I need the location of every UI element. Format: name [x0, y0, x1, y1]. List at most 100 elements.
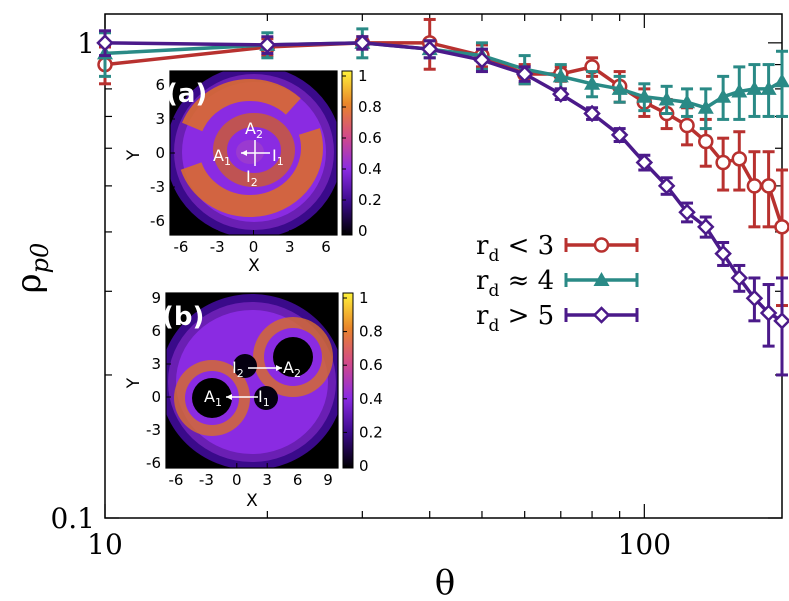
data-point: [697, 218, 715, 236]
colorbar-tick-label: 0.4: [359, 390, 383, 408]
inset-x-tick-label: 9: [323, 471, 333, 489]
legend-label-0: rd < 3: [476, 231, 554, 266]
inset-y-tick-label: 9: [151, 289, 161, 307]
data-point: [552, 68, 569, 83]
colorbar-tick-label: 1: [358, 67, 368, 85]
colorbar-tick-label: 0: [359, 457, 369, 475]
series-2: [96, 29, 789, 377]
inset-b-tag: (b): [162, 302, 204, 332]
data-point: [731, 151, 748, 167]
inset-b-arrow-top-head: [276, 365, 282, 371]
inset-a: -6 -3 0 3 6 6 3 0 -3 -6 A1 A2 I1 I2 (a) X Y 1 0.8 0…: [124, 67, 382, 276]
data-point: [774, 219, 789, 235]
inset-x-tick-label: 0: [232, 471, 242, 489]
data-point: [610, 126, 629, 144]
inset-b-colorbar-ticks: 1 0.8 0.6 0.4 0.2 0: [343, 289, 383, 475]
inset-x-tick-label: -6: [174, 238, 189, 256]
inset-b-heatmap: [166, 294, 338, 468]
inset-b-y-label: Y: [124, 377, 144, 389]
data-point: [731, 83, 748, 98]
data-point: [657, 177, 676, 195]
legend-label-prefix: r: [476, 301, 489, 331]
colorbar-tick-label: 0.6: [359, 356, 383, 374]
inset-x-tick-label: -3: [199, 471, 214, 489]
legend-label-sub: d: [488, 316, 499, 336]
legend-label-rel: ≈ 4: [499, 266, 554, 296]
inset-a-arrow-head: [241, 150, 247, 156]
inset-y-tick-label: -6: [146, 454, 161, 472]
inset-b-frame: [165, 292, 339, 469]
y-tick-label: 0.1: [50, 502, 95, 535]
inset-a-y-label: Y: [124, 149, 144, 161]
data-point: [515, 65, 534, 83]
inset-a-label-I2: I2: [246, 167, 258, 189]
inset-b-label-I2: I2: [232, 358, 244, 380]
colorbar-tick-label: 0.8: [359, 323, 383, 341]
inset-b-label-A2: A2: [283, 358, 301, 380]
data-point: [96, 34, 114, 52]
inset-a-label-A1: A1: [213, 146, 231, 168]
inset-a-x-label: X: [248, 256, 260, 276]
x-tick-label: 100: [618, 528, 671, 561]
data-point: [584, 75, 601, 90]
data-point: [593, 272, 610, 286]
data-point: [715, 88, 732, 103]
inset-x-tick-label: 6: [293, 471, 303, 489]
inset-x-tick-label: 0: [249, 238, 259, 256]
data-point: [353, 34, 372, 52]
data-point: [678, 203, 696, 222]
data-point: [611, 80, 628, 95]
inset-x-tick-label: 6: [321, 238, 331, 256]
inset-x-tick-label: 3: [262, 471, 272, 489]
data-point: [473, 51, 491, 69]
inset-b-label-I1: I1: [258, 387, 270, 409]
data-point: [583, 104, 601, 123]
legend: rd < 3rd ≈ 4rd > 5: [476, 231, 639, 336]
data-point: [420, 40, 439, 58]
inset-b-colorbar: [342, 292, 354, 469]
legend-label-rel: < 3: [499, 231, 554, 261]
data-point: [679, 117, 695, 134]
data-point: [746, 178, 763, 194]
legend-label-sub: d: [488, 246, 499, 266]
inset-y-tick-label: -3: [146, 421, 161, 439]
data-point: [774, 73, 789, 88]
inset-y-tick-label: 0: [155, 144, 165, 162]
inset-y-tick-label: -3: [150, 178, 165, 196]
legend-label-prefix: r: [476, 266, 489, 296]
data-point: [760, 80, 777, 95]
inset-b-arrow-bottom-head: [226, 394, 232, 400]
data-point: [636, 88, 653, 103]
legend-label-1: rd ≈ 4: [476, 266, 554, 301]
x-tick-label: 10: [87, 528, 123, 561]
colorbar-tick-label: 0: [358, 222, 368, 240]
legend-label-rel: > 5: [499, 301, 554, 331]
colorbar-tick-label: 0.8: [358, 98, 382, 116]
data-point: [592, 306, 611, 324]
data-point: [730, 269, 749, 287]
y-axis-label-sub: p0: [26, 243, 54, 274]
inset-y-tick-label: -6: [150, 212, 165, 230]
colorbar-tick-label: 0.2: [358, 191, 382, 209]
data-point: [715, 154, 731, 171]
data-point: [698, 133, 714, 150]
inset-a-colorbar: [341, 70, 353, 236]
inset-b-ticks: -6 -3 0 3 6 9 9 6 3 0 -3 -6: [146, 289, 333, 489]
y-tick-label: 1: [77, 27, 95, 60]
data-point: [635, 153, 654, 172]
inset-b-label-A1: A1: [204, 387, 222, 409]
inset-y-tick-label: 0: [151, 388, 161, 406]
inset-a-ticks: -6 -3 0 3 6 6 3 0 -3 -6: [150, 76, 331, 256]
colorbar-tick-label: 0.2: [359, 423, 383, 441]
colorbar-tick-label: 1: [359, 289, 369, 307]
colorbar-tick-label: 0.4: [358, 160, 382, 178]
data-point: [773, 312, 789, 330]
legend-label-2: rd > 5: [476, 301, 554, 336]
inset-b: -6 -3 0 3 6 9 9 6 3 0 -3 -6 I2 A2 A1 I1 (b) X Y 1 0.…: [124, 289, 383, 511]
inset-a-colorbar-ticks: 1 0.8 0.6 0.4 0.2 0: [342, 67, 382, 240]
inset-y-tick-label: 6: [155, 76, 165, 94]
data-point: [679, 94, 696, 109]
